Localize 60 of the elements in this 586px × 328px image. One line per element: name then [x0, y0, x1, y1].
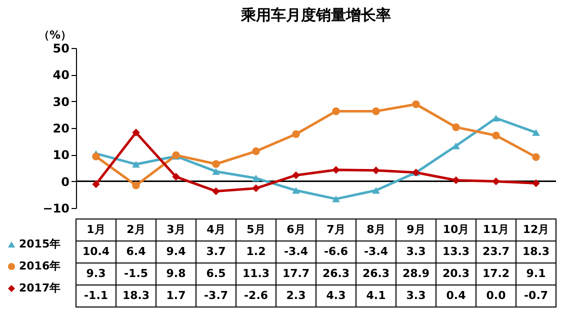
data-label: 17.2 [482, 267, 510, 280]
chart-title: 乘用车月度销量增长率 [240, 6, 391, 24]
x-tick-label: 8月 [366, 223, 386, 236]
data-label: -0.7 [524, 289, 548, 302]
data-label: -3.4 [284, 245, 308, 258]
data-label: 9.1 [526, 267, 546, 280]
data-label: 10.4 [82, 245, 110, 258]
x-tick-label: 5月 [246, 223, 266, 236]
data-label: -1.1 [84, 289, 108, 302]
x-tick-label: 4月 [206, 223, 226, 236]
y-tick-label: −10 [42, 202, 70, 216]
x-tick-label: 1月 [86, 223, 106, 236]
x-tick-label: 11月 [482, 223, 510, 236]
data-label: 26.3 [322, 267, 350, 280]
legend-label: 2015年 [19, 238, 61, 250]
x-tick-label: 2月 [126, 223, 146, 236]
x-tick-label: 10月 [442, 223, 470, 236]
data-label: 17.7 [282, 267, 310, 280]
data-label: -2.6 [244, 289, 268, 302]
y-tick-label: 20 [52, 122, 70, 136]
data-label: 28.9 [402, 267, 430, 280]
x-tick-label: 7月 [326, 223, 346, 236]
y-tick-label: 50 [52, 42, 70, 56]
data-label: 23.7 [482, 245, 510, 258]
data-label: 0.4 [446, 289, 466, 302]
data-label: 3.7 [206, 245, 226, 258]
data-label: 9.4 [166, 245, 186, 258]
data-label: -1.5 [124, 267, 148, 280]
data-label: 3.3 [406, 245, 426, 258]
x-tick-label: 6月 [286, 223, 306, 236]
x-tick-label: 12月 [522, 223, 550, 236]
data-label: 20.3 [442, 267, 470, 280]
data-label: -6.6 [324, 245, 348, 258]
data-label: 9.3 [86, 267, 106, 280]
data-label: 13.3 [442, 245, 470, 258]
data-label: 2.3 [286, 289, 306, 302]
data-label: 6.5 [206, 267, 226, 280]
legend-label: 2017年 [19, 282, 61, 294]
data-label: -3.7 [204, 289, 228, 302]
data-label: 1.7 [166, 289, 186, 302]
y-axis-title: （%） [38, 28, 72, 42]
data-label: -3.4 [364, 245, 388, 258]
data-label: 6.4 [126, 245, 146, 258]
data-label: 18.3 [522, 245, 550, 258]
data-label: 11.3 [242, 267, 270, 280]
data-label: 9.8 [166, 267, 186, 280]
y-tick-label: 40 [52, 68, 70, 82]
data-label: 4.3 [326, 289, 346, 302]
y-tick-label: 0 [61, 174, 70, 189]
data-label: 4.1 [366, 289, 386, 302]
legend-label: 2016年 [19, 260, 61, 272]
data-label: 1.2 [246, 245, 266, 258]
x-tick-label: 3月 [166, 223, 186, 236]
data-label: 26.3 [362, 267, 390, 280]
data-label: 0.0 [486, 289, 506, 302]
data-label: 18.3 [122, 289, 150, 302]
y-tick-label: 10 [52, 148, 70, 162]
x-tick-label: 9月 [406, 223, 426, 236]
y-tick-label: 30 [52, 94, 70, 109]
data-label: 3.3 [406, 289, 426, 302]
